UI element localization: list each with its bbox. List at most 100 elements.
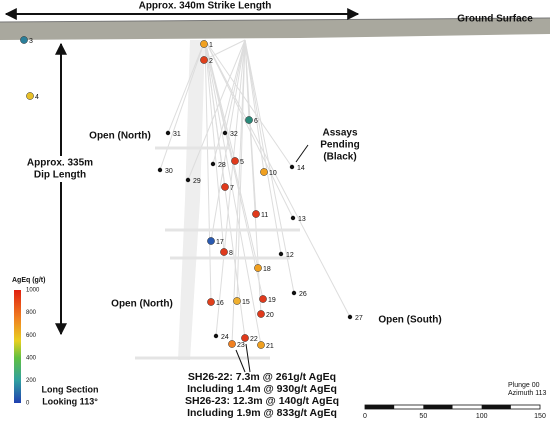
point-label: 7 <box>230 185 234 192</box>
legend-tick: 600 <box>26 333 37 339</box>
leader-line <box>295 144 309 163</box>
point-label: 17 <box>216 239 224 246</box>
point-label: 23 <box>237 342 245 349</box>
trace <box>203 39 246 61</box>
label-bg <box>25 156 97 182</box>
point-label: 1 <box>209 42 213 49</box>
legend-tick: 200 <box>26 378 37 384</box>
trace <box>244 39 282 255</box>
point-label: 22 <box>250 336 258 343</box>
trace <box>204 39 351 318</box>
drill-point <box>257 310 265 318</box>
drill-point <box>210 161 216 167</box>
drill-point <box>20 36 28 44</box>
drill-point <box>252 210 260 218</box>
drill-point <box>291 290 297 296</box>
view-label: Looking 113° <box>42 396 98 406</box>
scale-label: 0 <box>363 413 367 420</box>
drill-point <box>290 215 296 221</box>
point-label: 6 <box>254 118 258 125</box>
drill-point <box>241 334 249 342</box>
point-label: 19 <box>268 297 276 304</box>
trace <box>244 39 265 173</box>
result-line: SH26-23: 12.3m @ 140g/t AgEq <box>185 395 339 407</box>
point-label: 10 <box>269 170 277 177</box>
point-label: 28 <box>218 162 226 169</box>
point-label: 5 <box>240 159 244 166</box>
scale-label: 100 <box>476 413 488 420</box>
drill-point <box>200 40 208 48</box>
drill-point <box>289 164 295 170</box>
point-label: 4 <box>35 94 39 101</box>
open-label: Open (North) <box>111 299 173 310</box>
drill-point <box>347 314 353 320</box>
drill-point <box>222 130 228 136</box>
drill-traces <box>135 39 351 360</box>
trace <box>187 39 246 181</box>
drill-point <box>254 264 262 272</box>
scale-label: 150 <box>534 413 546 420</box>
point-label: 32 <box>230 131 238 138</box>
trace <box>244 39 295 294</box>
open-label: Open (South) <box>378 315 441 326</box>
point-label: 12 <box>286 252 294 259</box>
point-label: 8 <box>229 250 233 257</box>
drill-point <box>259 295 267 303</box>
drill-point <box>221 183 229 191</box>
point-label: 30 <box>165 168 173 175</box>
ground-label: Ground Surface <box>457 14 533 25</box>
trace <box>204 39 264 300</box>
point-label: 26 <box>299 291 307 298</box>
ground-surface <box>0 18 550 40</box>
drill-point <box>165 130 171 136</box>
drill-point <box>278 251 284 257</box>
legend-tick: 0 <box>26 401 30 407</box>
point-label: 24 <box>221 334 229 341</box>
leader-line <box>245 343 251 373</box>
drill-point <box>245 116 253 124</box>
point-label: 13 <box>298 216 306 223</box>
point-label: 3 <box>29 38 33 45</box>
result-line: Including 1.4m @ 930g/t AgEq <box>187 383 337 395</box>
view-label: Long Section <box>42 384 99 394</box>
scale-bar: 0 50 100 150 <box>363 404 546 420</box>
assays-pending: Assays <box>322 128 357 139</box>
drill-point <box>207 237 215 245</box>
drill-point <box>157 167 163 173</box>
drill-point <box>207 298 215 306</box>
point-label: 31 <box>173 131 181 138</box>
scale-label: 50 <box>419 413 427 420</box>
point-label: 21 <box>266 343 274 350</box>
scale-segment <box>423 405 453 409</box>
assays-pending: Pending <box>320 140 359 151</box>
trace <box>204 39 225 253</box>
trace <box>167 39 206 134</box>
result-line: SH26-22: 7.3m @ 261g/t AgEq <box>188 371 336 383</box>
drill-point <box>200 56 208 64</box>
drill-point <box>231 157 239 165</box>
point-label: 16 <box>216 300 224 307</box>
strike-label: Approx. 340m Strike Length <box>139 1 272 12</box>
orientation: Azimuth 113 <box>508 390 546 397</box>
orientation: Plunge 00 <box>508 382 540 389</box>
scale-segment <box>481 405 511 409</box>
drill-point <box>185 177 191 183</box>
point-label: 20 <box>266 312 274 319</box>
dip-label: Approx. 335m <box>27 158 93 169</box>
scale-segment <box>365 405 395 409</box>
drill-point <box>220 248 228 256</box>
assays-pending: (Black) <box>323 152 356 163</box>
legend-tick: 800 <box>26 310 37 316</box>
drill-point <box>228 340 236 348</box>
result-line: Including 1.9m @ 833g/t AgEq <box>187 407 337 419</box>
drill-point <box>213 333 219 339</box>
color-bar <box>14 290 21 403</box>
drill-point <box>26 92 34 100</box>
trace <box>212 39 246 165</box>
point-label: 11 <box>261 212 268 219</box>
trace-band <box>178 40 205 360</box>
trace <box>215 39 246 337</box>
